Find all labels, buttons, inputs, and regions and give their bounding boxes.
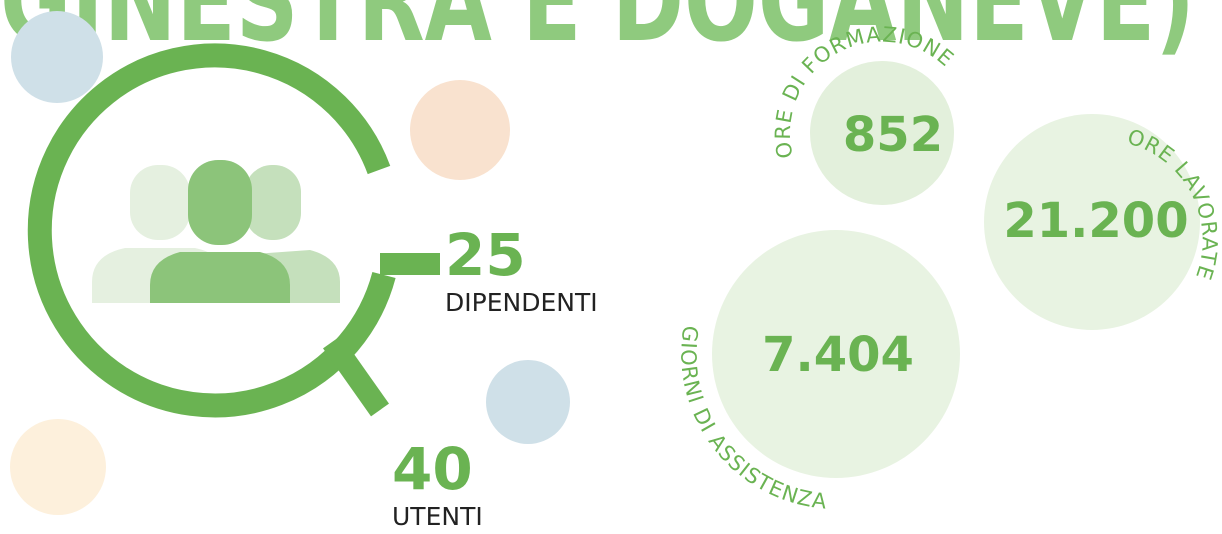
- people-icon: [92, 160, 340, 303]
- decor-circle: [11, 11, 103, 103]
- bubble-value: 7.404: [762, 327, 914, 383]
- decor-circle: [486, 360, 570, 444]
- stat-value: 40: [392, 435, 473, 503]
- bubble: [712, 230, 960, 478]
- stat-label: DIPENDENTI: [445, 288, 598, 317]
- magnifier-handle: [323, 335, 389, 417]
- magnifier-ring: [27, 43, 396, 418]
- decor-circle: [410, 80, 510, 180]
- bubble: [984, 114, 1200, 330]
- bubble-value: 21.200: [1003, 193, 1188, 249]
- stat-label: UTENTI: [392, 502, 483, 531]
- bubble: [810, 61, 954, 205]
- bubble-value: 852: [843, 107, 943, 163]
- stat-value: 25: [445, 221, 526, 289]
- decor-circle: [10, 419, 106, 515]
